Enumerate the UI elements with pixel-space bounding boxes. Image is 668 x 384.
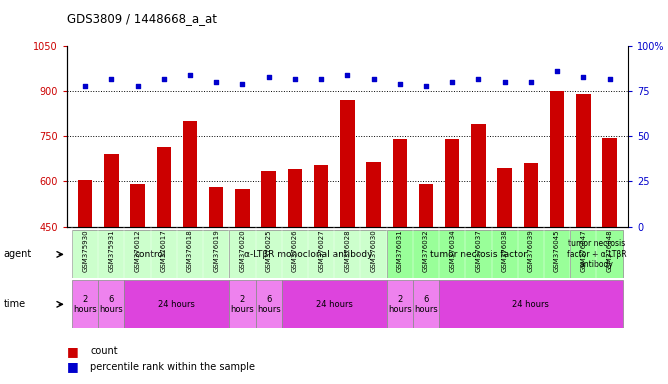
Point [158,76,169,82]
Text: GSM376026: GSM376026 [292,229,298,272]
Point [368,76,379,82]
Bar [439,280,623,328]
Point [342,72,353,78]
Point [605,76,615,82]
Point [263,74,274,80]
Point [211,79,222,85]
Text: GSM376028: GSM376028 [345,229,350,272]
Text: GSM376025: GSM376025 [266,229,272,271]
Text: GSM376048: GSM376048 [607,229,613,272]
Text: GSM376039: GSM376039 [528,229,534,272]
Point [184,72,195,78]
Bar [498,168,512,227]
Text: 24 hours: 24 hours [158,300,195,309]
Text: time: time [3,299,25,310]
Text: GSM375931: GSM375931 [108,229,114,272]
Bar [98,280,124,328]
Text: percentile rank within the sample: percentile rank within the sample [90,362,255,372]
Bar [78,180,92,227]
Bar [130,184,145,227]
Bar [471,124,486,227]
Text: 2
hours: 2 hours [73,295,97,314]
Bar [524,164,538,227]
Bar [393,139,407,227]
Text: GSM376017: GSM376017 [161,229,167,272]
Text: ■: ■ [67,345,79,358]
Point [421,83,432,89]
Bar [282,280,387,328]
Point [526,79,536,85]
Text: GSM376019: GSM376019 [213,229,219,272]
Bar [235,189,250,227]
Text: 24 hours: 24 hours [512,300,549,309]
Bar [261,171,276,227]
Text: count: count [90,346,118,356]
Bar [550,91,564,227]
Text: 2
hours: 2 hours [388,295,411,314]
Bar [413,280,439,328]
Text: GSM376027: GSM376027 [318,229,324,272]
Text: GSM376032: GSM376032 [423,229,429,272]
Point [289,76,300,82]
Text: GSM376018: GSM376018 [187,229,193,272]
Bar [366,162,381,227]
Text: control: control [135,250,166,259]
Bar [229,230,387,278]
Text: GSM376031: GSM376031 [397,229,403,272]
Text: GSM376012: GSM376012 [134,229,140,272]
Text: GSM376047: GSM376047 [580,229,587,272]
Bar [340,100,355,227]
Text: tumor necrosis
factor + α-LTβR
antibody: tumor necrosis factor + α-LTβR antibody [566,240,627,269]
Bar [209,187,224,227]
Bar [576,94,591,227]
Bar [229,280,256,328]
Bar [72,230,229,278]
Point [79,83,90,89]
Point [106,76,117,82]
Text: GSM376045: GSM376045 [554,229,560,271]
Text: GDS3809 / 1448668_a_at: GDS3809 / 1448668_a_at [67,12,217,25]
Text: ■: ■ [67,360,79,373]
Bar [419,184,434,227]
Text: 6
hours: 6 hours [100,295,124,314]
Bar [124,280,229,328]
Bar [72,280,98,328]
Bar [570,230,623,278]
Bar [445,139,460,227]
Text: agent: agent [3,249,31,260]
Text: GSM375930: GSM375930 [82,229,88,272]
Text: GSM376038: GSM376038 [502,229,508,272]
Text: 6
hours: 6 hours [257,295,281,314]
Bar [256,280,282,328]
Text: GSM376034: GSM376034 [450,229,456,272]
Bar [314,165,329,227]
Text: 2
hours: 2 hours [230,295,255,314]
Point [237,81,248,87]
Point [473,76,484,82]
Text: GSM376030: GSM376030 [371,229,377,272]
Bar [387,280,413,328]
Text: 24 hours: 24 hours [316,300,353,309]
Text: GSM376020: GSM376020 [239,229,245,272]
Bar [156,147,171,227]
Point [132,83,143,89]
Point [316,76,327,82]
Bar [603,138,617,227]
Point [500,79,510,85]
Text: GSM376037: GSM376037 [476,229,482,272]
Text: tumor necrosis factor: tumor necrosis factor [430,250,527,259]
Bar [183,121,197,227]
Bar [387,230,570,278]
Text: α-LTβR monoclonal antibody: α-LTβR monoclonal antibody [244,250,372,259]
Text: 6
hours: 6 hours [414,295,438,314]
Bar [288,169,302,227]
Point [578,74,589,80]
Point [552,68,562,74]
Point [395,81,405,87]
Bar [104,154,119,227]
Point [447,79,458,85]
